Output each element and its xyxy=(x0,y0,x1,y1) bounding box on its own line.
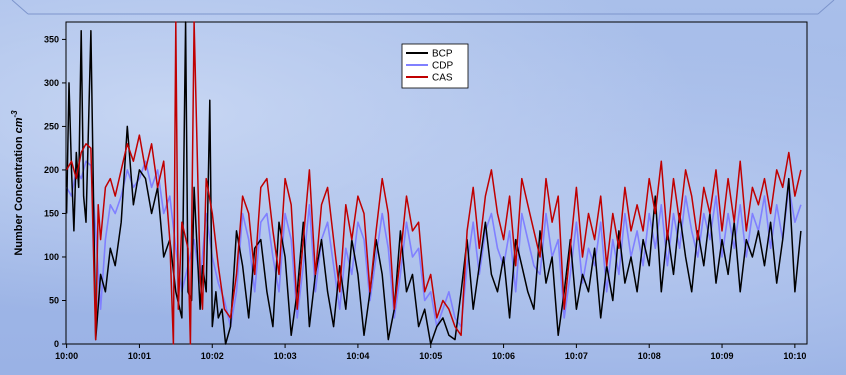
y-axis: 0 50 100 150 200 250 300 350 xyxy=(44,34,66,349)
y-axis-label: Number Concentration cm-3 xyxy=(10,110,25,256)
x-tick-label: 10:08 xyxy=(638,351,661,361)
x-tick-label: 10:02 xyxy=(201,351,224,361)
legend-label-cdp: CDP xyxy=(432,61,453,72)
y-tick-label: 200 xyxy=(44,165,59,175)
x-tick-label: 10:04 xyxy=(346,351,369,361)
legend-label-bcp: BCP xyxy=(432,49,453,60)
y-tick-label: 250 xyxy=(44,121,59,131)
x-axis: 10:00 10:01 10:02 10:03 10:04 10:05 10:06 10:07… xyxy=(55,344,806,361)
frame-corner-left xyxy=(11,0,29,15)
x-tick-label: 10:01 xyxy=(128,351,151,361)
frame-corner-right xyxy=(817,0,835,15)
x-tick-label: 10:09 xyxy=(711,351,734,361)
y-tick-label: 300 xyxy=(44,78,59,88)
y-tick-label: 150 xyxy=(44,208,59,218)
x-tick-label: 10:06 xyxy=(492,351,515,361)
series-line-cas xyxy=(65,21,802,345)
series-line-cdp xyxy=(65,160,802,328)
y-tick-label: 350 xyxy=(44,34,59,44)
x-tick-label: 10:03 xyxy=(274,351,297,361)
y-tick-label: 50 xyxy=(49,295,59,305)
y-tick-label: 100 xyxy=(44,252,59,262)
y-tick-label: 0 xyxy=(54,339,59,349)
x-tick-label: 10:00 xyxy=(55,351,78,361)
x-tick-label: 10:10 xyxy=(783,351,806,361)
plot-area xyxy=(65,21,808,345)
x-tick-label: 10:07 xyxy=(565,351,588,361)
series-layer xyxy=(65,21,802,345)
x-tick-label: 10:05 xyxy=(419,351,442,361)
legend-label-cas: CAS xyxy=(432,73,453,84)
